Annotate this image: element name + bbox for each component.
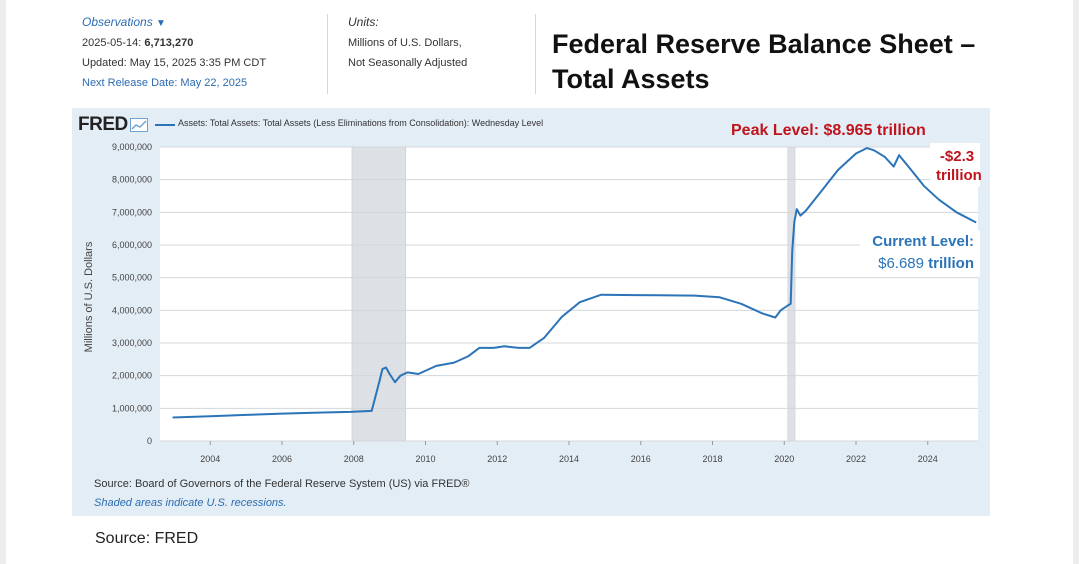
page-title: Federal Reserve Balance Sheet – Total As…	[552, 29, 976, 94]
units-line-1: Millions of U.S. Dollars,	[348, 37, 462, 49]
chevron-down-icon: ▼	[156, 18, 166, 29]
y-tick-label: 7,000,000	[112, 207, 152, 217]
observations-dropdown[interactable]: Observations ▼	[82, 15, 166, 29]
x-tick-label: 2004	[200, 454, 220, 464]
legend-series-swatch	[155, 124, 175, 126]
decline-annotation: -$2.3 trillion	[936, 147, 982, 185]
legend-series-label: Assets: Total Assets: Total Assets (Less…	[178, 118, 544, 128]
series-line-total-assets	[172, 147, 977, 419]
decline-annotation-unit: trillion	[936, 167, 982, 184]
current-level-unit: trillion	[928, 255, 974, 272]
x-tick-label: 2012	[487, 454, 507, 464]
header-divider-2	[535, 14, 536, 94]
current-level-annotation: $6.689 trillion	[864, 255, 974, 272]
updated-timestamp: Updated: May 15, 2025 3:35 PM CDT	[82, 57, 267, 69]
observation-date: 2025-05-14:	[82, 37, 142, 49]
y-tick-label: 0	[147, 436, 152, 446]
image-frame-left	[0, 0, 6, 564]
observations-label: Observations	[82, 15, 153, 29]
y-tick-label: 5,000,000	[112, 273, 152, 283]
y-tick-label: 3,000,000	[112, 338, 152, 348]
x-tick-label: 2006	[272, 454, 292, 464]
footer-source: Source: FRED	[95, 530, 199, 547]
x-tick-label: 2010	[415, 454, 435, 464]
peak-level-annotation: Peak Level: $8.965 trillion	[731, 122, 926, 139]
x-tick-label: 2008	[344, 454, 364, 464]
current-level-annotation-label: Current Level:	[872, 233, 974, 250]
header-divider-1	[327, 14, 328, 94]
units-line-2: Not Seasonally Adjusted	[348, 57, 468, 69]
current-annotation-bg	[860, 231, 980, 277]
units-label: Units:	[348, 15, 379, 29]
fred-logo: FRED	[78, 114, 148, 136]
x-tick-label: 2014	[559, 454, 579, 464]
y-axis-label: Millions of U.S. Dollars	[83, 241, 95, 352]
x-tick-label: 2018	[702, 454, 722, 464]
chart-source: Source: Board of Governors of the Federa…	[94, 478, 470, 490]
recession-shading-note: Shaded areas indicate U.S. recessions.	[94, 497, 287, 509]
decline-annotation-amount: -$2.3	[939, 148, 975, 165]
y-tick-label: 1,000,000	[112, 403, 152, 413]
y-tick-label: 2,000,000	[112, 371, 152, 381]
decline-annotation-bg	[930, 143, 980, 187]
x-tick-label: 2024	[918, 454, 938, 464]
y-tick-label: 4,000,000	[112, 305, 152, 315]
current-level-value: $6.689	[878, 255, 924, 272]
image-frame-right	[1073, 0, 1079, 564]
observation-value: 6,713,270	[144, 37, 194, 49]
next-release-link[interactable]: Next Release Date: May 22, 2025	[82, 77, 248, 89]
plot-area	[160, 147, 978, 441]
fred-chart-icon	[129, 117, 148, 132]
x-tick-label: 2022	[846, 454, 866, 464]
latest-observation: 2025-05-14: 6,713,270	[82, 37, 193, 49]
x-tick-label: 2020	[774, 454, 794, 464]
recession-shade	[351, 146, 407, 442]
x-tick-label: 2016	[631, 454, 651, 464]
y-tick-label: 8,000,000	[112, 175, 152, 185]
y-tick-label: 9,000,000	[112, 142, 152, 152]
fred-logo-text: FRED	[78, 114, 128, 135]
y-tick-label: 6,000,000	[112, 240, 152, 250]
